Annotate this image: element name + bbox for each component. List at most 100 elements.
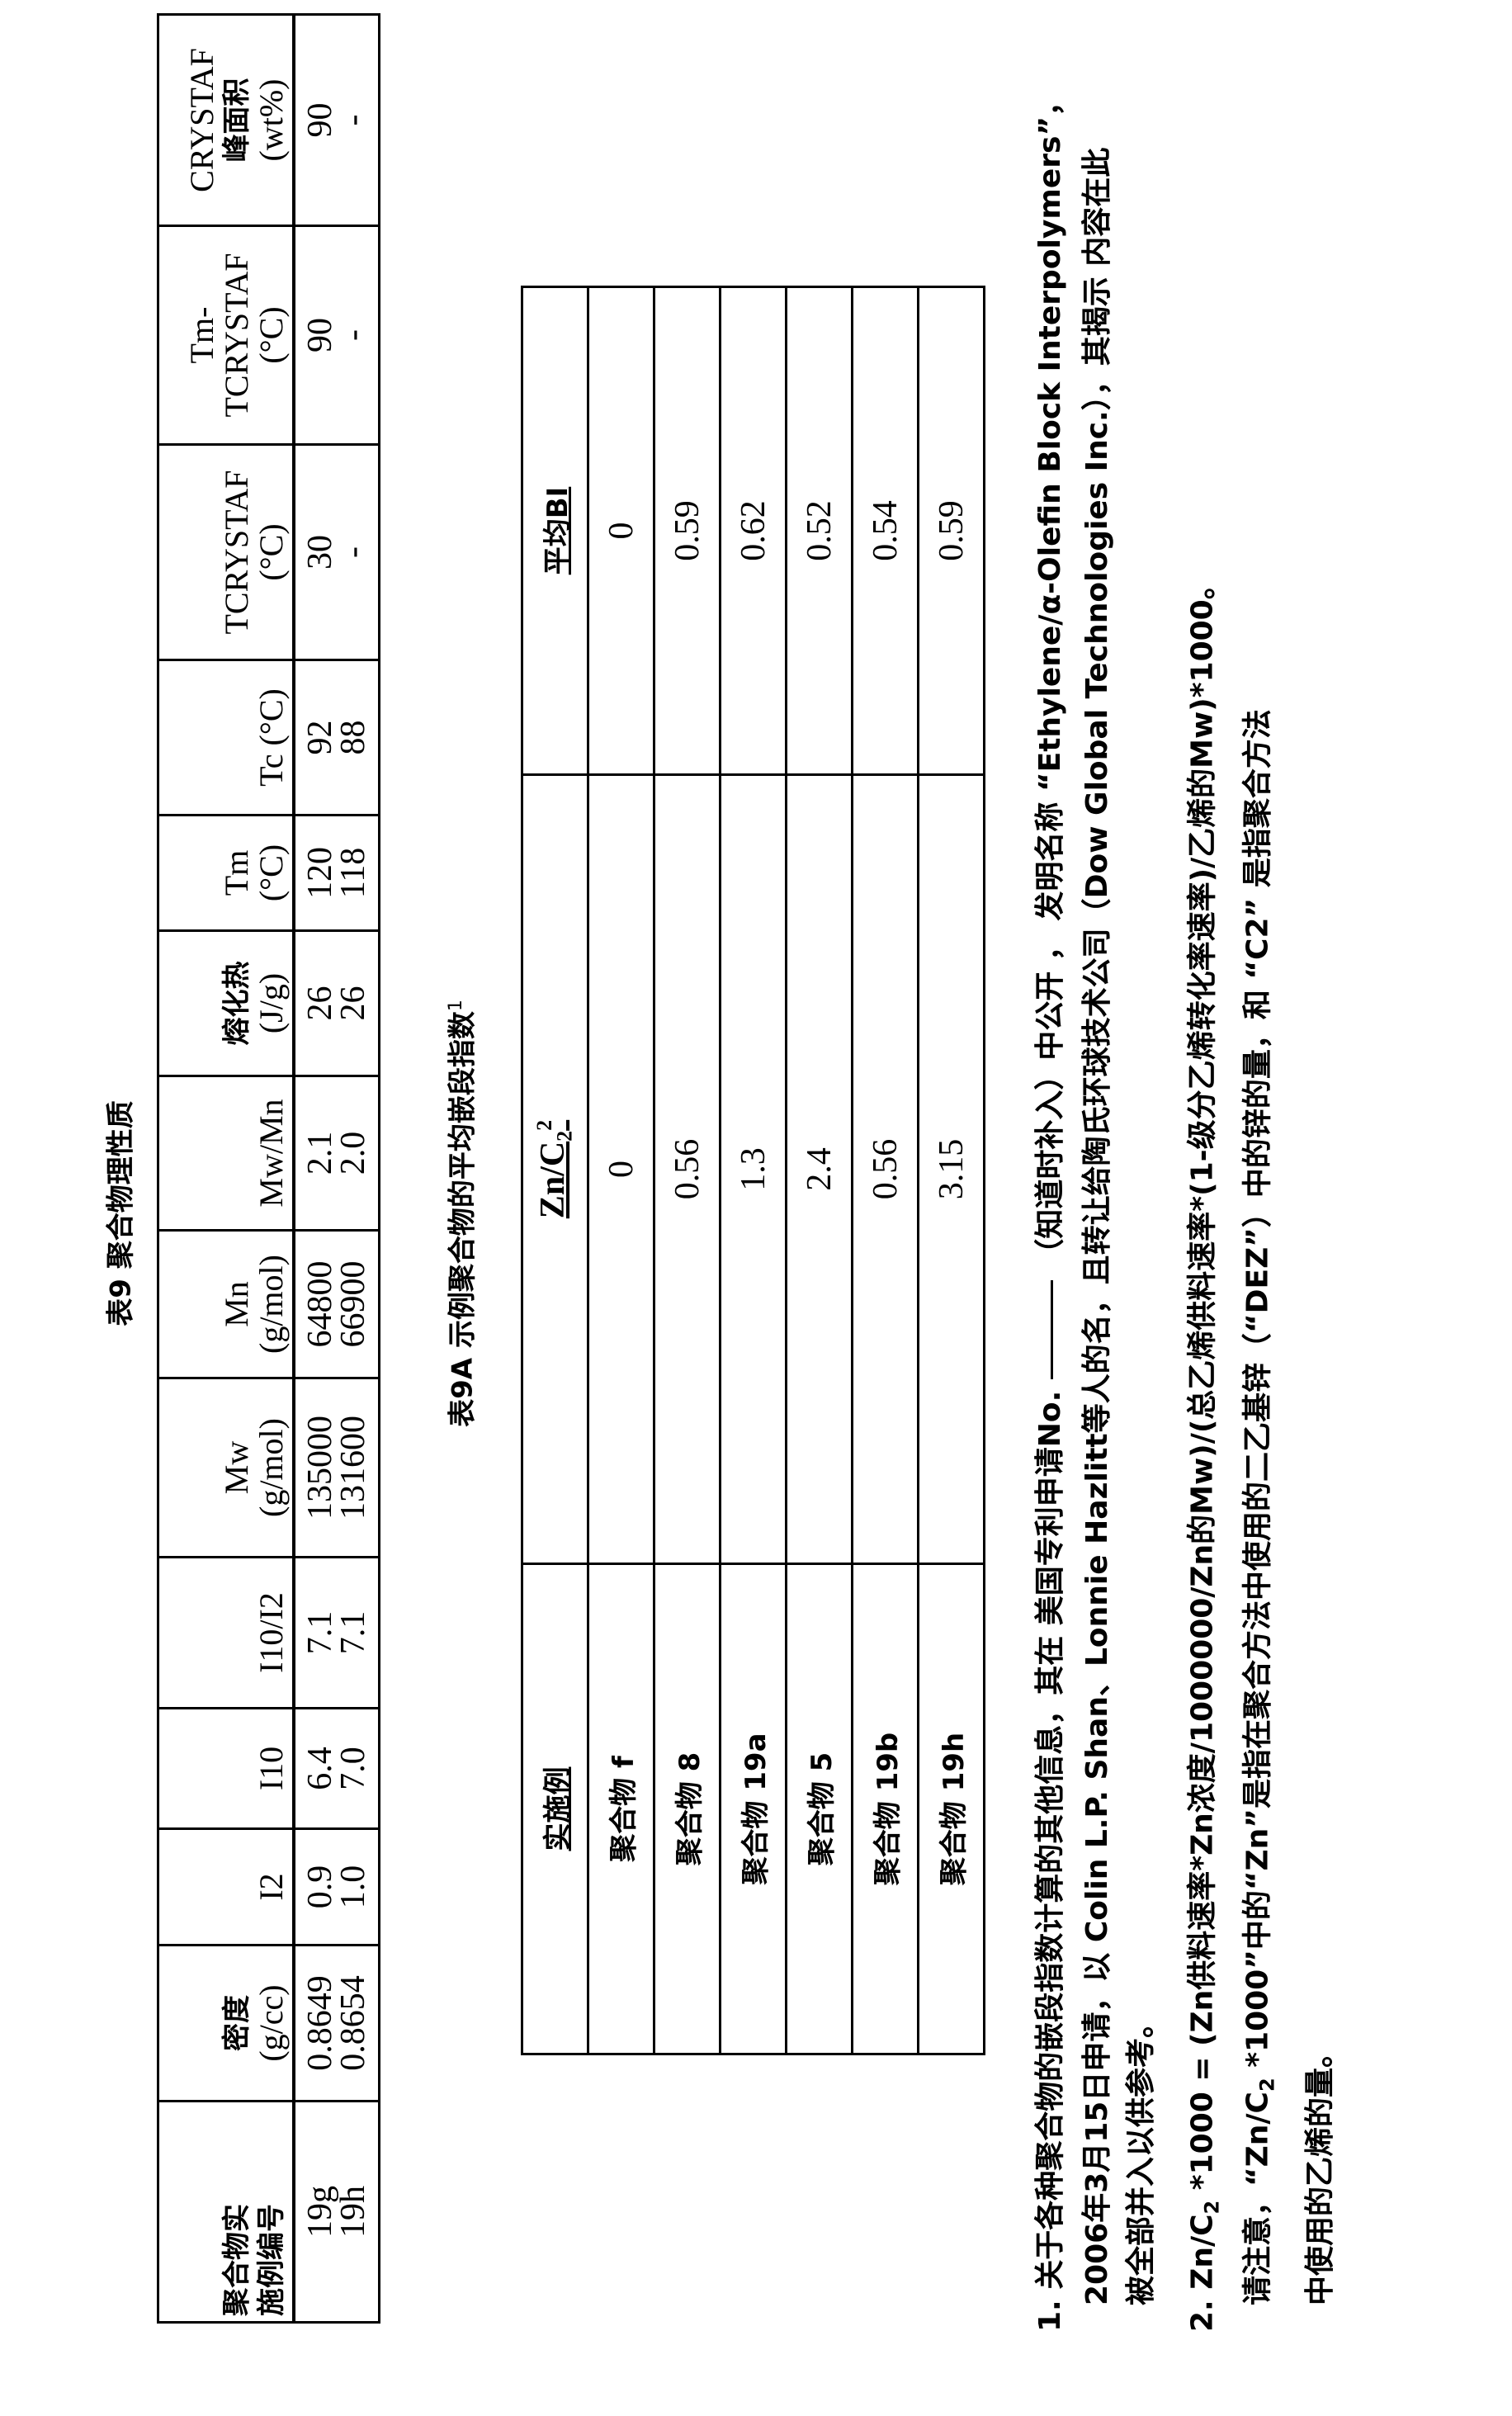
cell-value: 26 bbox=[337, 937, 370, 1070]
cell-example: 聚合物 8 bbox=[654, 1564, 721, 2054]
table9a-header-row: 实施例 Zn/C22 平均BI bbox=[522, 287, 588, 2054]
table9-header-cell: 熔化热(J/g) bbox=[158, 931, 295, 1076]
fn1-text-a: 1. 关于各种聚合物的嵌段指数计算的其他信息，其在 美国专利申请No. bbox=[1033, 1391, 1067, 2332]
table9-header-cell: CRYSTAF峰面积(wt%) bbox=[158, 15, 295, 226]
table9-header-row: 聚合物实施例编号密度(g/cc)I2I10I10/I2Mw(g/mol)Mn(g… bbox=[158, 15, 295, 2323]
table9-data-cell: 90- bbox=[294, 15, 380, 226]
header-line: TCRYSTAF bbox=[220, 232, 254, 438]
cell-bi: 0.59 bbox=[654, 287, 721, 775]
fn2-note-b: *1000”中的“Zn”是指在聚合方法中使用的二乙基锌（“DEZ”）中的锌的量，… bbox=[1240, 709, 1274, 2078]
footnote-2-line-1: 2. Zn/C2 *1000 = (Zn供料速率*Zn浓度/1000000/Zn… bbox=[1186, 570, 1228, 2332]
footnote-1-line-2: 2006年3月15日申请，以 Colin L.P. Shan、Lonnie Ha… bbox=[1081, 148, 1114, 2305]
cell-bi: 0 bbox=[588, 287, 654, 775]
table9-data-cell: 6.47.0 bbox=[294, 1709, 380, 1829]
cell-value: 0.59 bbox=[933, 500, 971, 561]
cell-value: 30 bbox=[304, 451, 337, 654]
blank-line bbox=[1051, 1280, 1053, 1379]
fn1-text-b: （知道时补入）中公开 ， 发明名称 “Ethylene/α-Olefin Blo… bbox=[1033, 87, 1067, 1269]
header-line: 熔化热 bbox=[220, 937, 254, 1070]
table9-header-cell: TCRYSTAF(°C) bbox=[158, 445, 295, 660]
header-line: (g/cc) bbox=[254, 1951, 289, 2095]
header-line: (wt%) bbox=[254, 21, 289, 220]
cell-value: - bbox=[337, 451, 370, 654]
table9-polymer-properties: 聚合物实施例编号密度(g/cc)I2I10I10/I2Mw(g/mol)Mn(g… bbox=[157, 13, 380, 2324]
header-line: Tm bbox=[220, 821, 254, 924]
cell-zn: 2.4 bbox=[787, 775, 853, 1564]
table9-header-cell: Tc (°C) bbox=[158, 660, 295, 816]
header-example-text: 实施例 bbox=[541, 1767, 574, 1851]
cell-bi: 0.52 bbox=[787, 287, 853, 775]
table9-header-cell: Tm-TCRYSTAF(°C) bbox=[158, 226, 295, 445]
cell-value: 135000 bbox=[304, 1384, 337, 1551]
table9a-block-index: 实施例 Zn/C22 平均BI 聚合物 f00聚合物 80.560.59聚合物 … bbox=[521, 286, 985, 2055]
table9-data-cell: 2.12.0 bbox=[294, 1076, 380, 1231]
table9-header-cell: I10/I2 bbox=[158, 1558, 295, 1709]
table9-data-cell: 0.86490.8654 bbox=[294, 1946, 380, 2102]
cell-value: 0.9 bbox=[304, 1835, 337, 1939]
cell-value: 0.52 bbox=[801, 500, 839, 561]
table9-header-cell: Mw/Mn bbox=[158, 1076, 295, 1231]
cell-value: 90 bbox=[304, 21, 337, 220]
table9-data-cell: 0.91.0 bbox=[294, 1829, 380, 1946]
table9-data-cell: 6480066900 bbox=[294, 1231, 380, 1378]
cell-value: 7.0 bbox=[337, 1714, 370, 1823]
cell-zn: 0.56 bbox=[654, 775, 721, 1564]
header-line: Mw/Mn bbox=[254, 1082, 289, 1224]
cell-zn: 0 bbox=[588, 775, 654, 1564]
table9-data-cell: 19g19h bbox=[294, 2102, 380, 2323]
footnote-1-line-1: 1. 关于各种聚合物的嵌段指数计算的其他信息，其在 美国专利申请No. （知道时补… bbox=[1034, 87, 1067, 2332]
cell-value: 0.8654 bbox=[337, 1951, 370, 2095]
table-row: 聚合物 19b0.560.54 bbox=[853, 287, 919, 2054]
fn2-sub: 2 bbox=[1201, 2201, 1224, 2215]
cell-bi: 0.54 bbox=[853, 287, 919, 775]
header-line: CRYSTAF bbox=[185, 21, 220, 220]
rotated-page: 表9 聚合物理性质 聚合物实施例编号密度(g/cc)I2I10I10/I2Mw(… bbox=[0, 0, 1512, 2416]
fn2-note-a: 请注意，“Zn/C bbox=[1240, 2092, 1274, 2305]
table9-data-cell: 2626 bbox=[294, 931, 380, 1076]
header-example: 实施例 bbox=[522, 1564, 588, 2054]
cell-value: - bbox=[337, 232, 370, 438]
cell-value: 聚合物 8 bbox=[673, 1752, 706, 1866]
table-row: 聚合物 5 2.4 0.52 bbox=[787, 287, 853, 2054]
cell-bi: 0.59 bbox=[919, 287, 985, 775]
zn-label: Zn/C bbox=[534, 1142, 572, 1218]
header-line: I10 bbox=[254, 1714, 289, 1823]
cell-value: 3.15 bbox=[933, 1139, 971, 1200]
cell-value: 64800 bbox=[304, 1236, 337, 1372]
fn2-text-b: *1000 = (Zn供料速率*Zn浓度/1000000/Zn的Mw)/(总乙烯… bbox=[1185, 570, 1219, 2200]
cell-value: 0.59 bbox=[669, 500, 706, 561]
header-line: (°C) bbox=[254, 451, 289, 654]
cell-example: 聚合物 5 bbox=[787, 1564, 853, 2054]
cell-value: 2.4 bbox=[801, 1147, 839, 1191]
cell-zn: 1.3 bbox=[721, 775, 787, 1564]
table9-header-cell: I2 bbox=[158, 1829, 295, 1946]
table9a-title-text: 表9A 示例聚合物的平均嵌段指数 bbox=[447, 1011, 480, 1427]
cell-value: 26 bbox=[304, 937, 337, 1070]
header-zn-text: Zn/C22 bbox=[534, 1120, 572, 1218]
header-line: (g/mol) bbox=[254, 1236, 289, 1372]
cell-value: 6.4 bbox=[304, 1714, 337, 1823]
header-line: 密度 bbox=[220, 1951, 254, 2095]
cell-value: 0.56 bbox=[867, 1139, 905, 1200]
table9-data-cell: 30- bbox=[294, 445, 380, 660]
table9-header-cell: Tm(°C) bbox=[158, 816, 295, 931]
footnote-1-line-3: 被全部并入以供参考。 bbox=[1125, 2008, 1158, 2305]
header-line: 施例编号 bbox=[254, 2107, 289, 2316]
fn2-text-a: 2. Zn/C bbox=[1185, 2214, 1219, 2332]
table9-header-cell: I10 bbox=[158, 1709, 295, 1829]
header-line: Tc (°C) bbox=[254, 666, 289, 809]
cell-value: 19g bbox=[304, 2107, 337, 2316]
footnote-2-line-2: 请注意，“Zn/C2 *1000”中的“Zn”是指在聚合方法中使用的二乙基锌（“… bbox=[1241, 709, 1283, 2305]
cell-value: 1.0 bbox=[337, 1835, 370, 1939]
header-line: 聚合物实 bbox=[220, 2107, 254, 2316]
cell-value: - bbox=[337, 21, 370, 220]
table9-header-cell: Mw(g/mol) bbox=[158, 1378, 295, 1558]
table9-data-cell: 7.17.1 bbox=[294, 1558, 380, 1709]
header-line: (g/mol) bbox=[254, 1384, 289, 1551]
table-row: 聚合物 19h3.150.59 bbox=[919, 287, 985, 2054]
header-line: Mw bbox=[220, 1384, 254, 1551]
footnote-2-line-3: 中使用的乙烯的量。 bbox=[1304, 2038, 1337, 2305]
cell-value: 7.1 bbox=[337, 1563, 370, 1702]
header-bi-text: 平均BI bbox=[541, 487, 574, 575]
cell-bi: 0.62 bbox=[721, 287, 787, 775]
